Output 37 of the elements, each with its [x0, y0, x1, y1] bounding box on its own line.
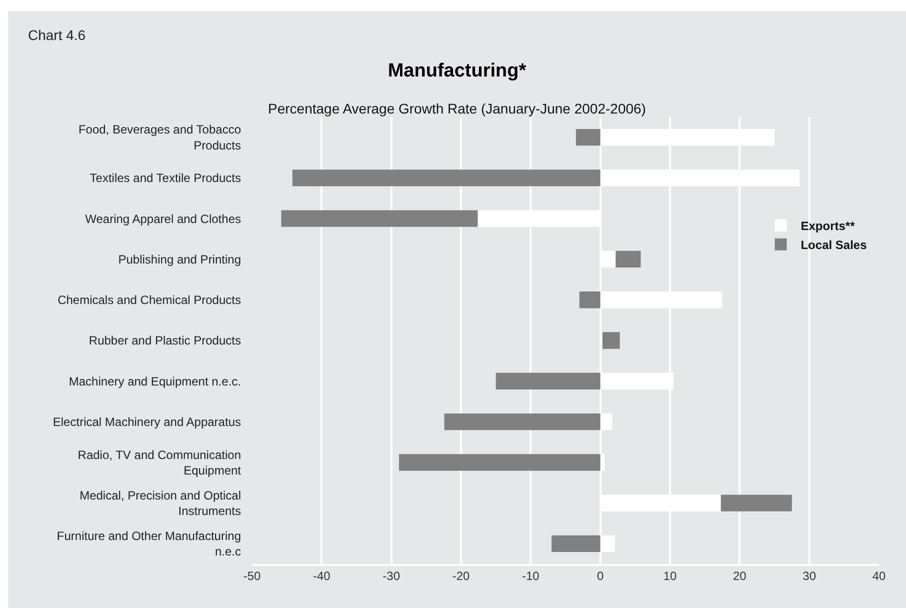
- bar: [281, 210, 478, 227]
- x-tick-label: 10: [663, 569, 677, 584]
- y-tick-label: Wearing Apparel and Clothes: [85, 212, 241, 226]
- x-tick-label: 30: [802, 569, 816, 584]
- bar: [399, 454, 600, 471]
- x-tick-label: -30: [382, 569, 400, 584]
- y-tick-label: Publishing and Printing: [118, 252, 241, 266]
- x-tick-label: -40: [313, 569, 331, 584]
- bar: [579, 292, 600, 308]
- bar: [616, 250, 641, 268]
- bar: [602, 332, 620, 349]
- x-tick-label: 40: [872, 569, 886, 584]
- y-tick-label: Electrical Machinery and Apparatus: [52, 414, 241, 429]
- x-tick-label: 0: [596, 569, 604, 584]
- legend-label: Exports**: [800, 219, 856, 234]
- caption: Chart 4.6: [28, 27, 86, 43]
- chart-subtitle: Percentage Average Growth Rate (January-June 2002-2006): [268, 100, 646, 116]
- x-tick-label: -20: [452, 569, 470, 584]
- y-tick-label: Furniture and Other Manufacturing n.e.c: [56, 529, 241, 559]
- bar: [576, 128, 600, 146]
- chart-title: Manufacturing*: [388, 60, 527, 82]
- bar: [496, 372, 600, 390]
- bar: [444, 413, 600, 430]
- y-tick-label: Machinery and Equipment n.e.c.: [68, 374, 241, 388]
- y-tick-label: Medical, Precision and Optical Instruments: [80, 488, 241, 518]
- y-tick-label: Food, Beverages and Tobacco Products: [78, 122, 242, 152]
- bar: [552, 535, 600, 552]
- x-tick-label: -10: [522, 569, 540, 584]
- x-tick-label: 20: [732, 569, 747, 584]
- y-tick-label: Textiles and Textile Products: [90, 171, 241, 186]
- legend-label: Local Sales: [800, 238, 868, 252]
- y-tick-label: Chemicals and Chemical Products: [58, 293, 241, 308]
- bar: [292, 170, 600, 186]
- x-tick-label: -50: [243, 569, 261, 584]
- y-tick-label: Rubber and Plastic Products: [88, 334, 241, 348]
- bar: [720, 494, 792, 512]
- y-tick-label: Radio, TV and Communication Equipment: [78, 448, 242, 478]
